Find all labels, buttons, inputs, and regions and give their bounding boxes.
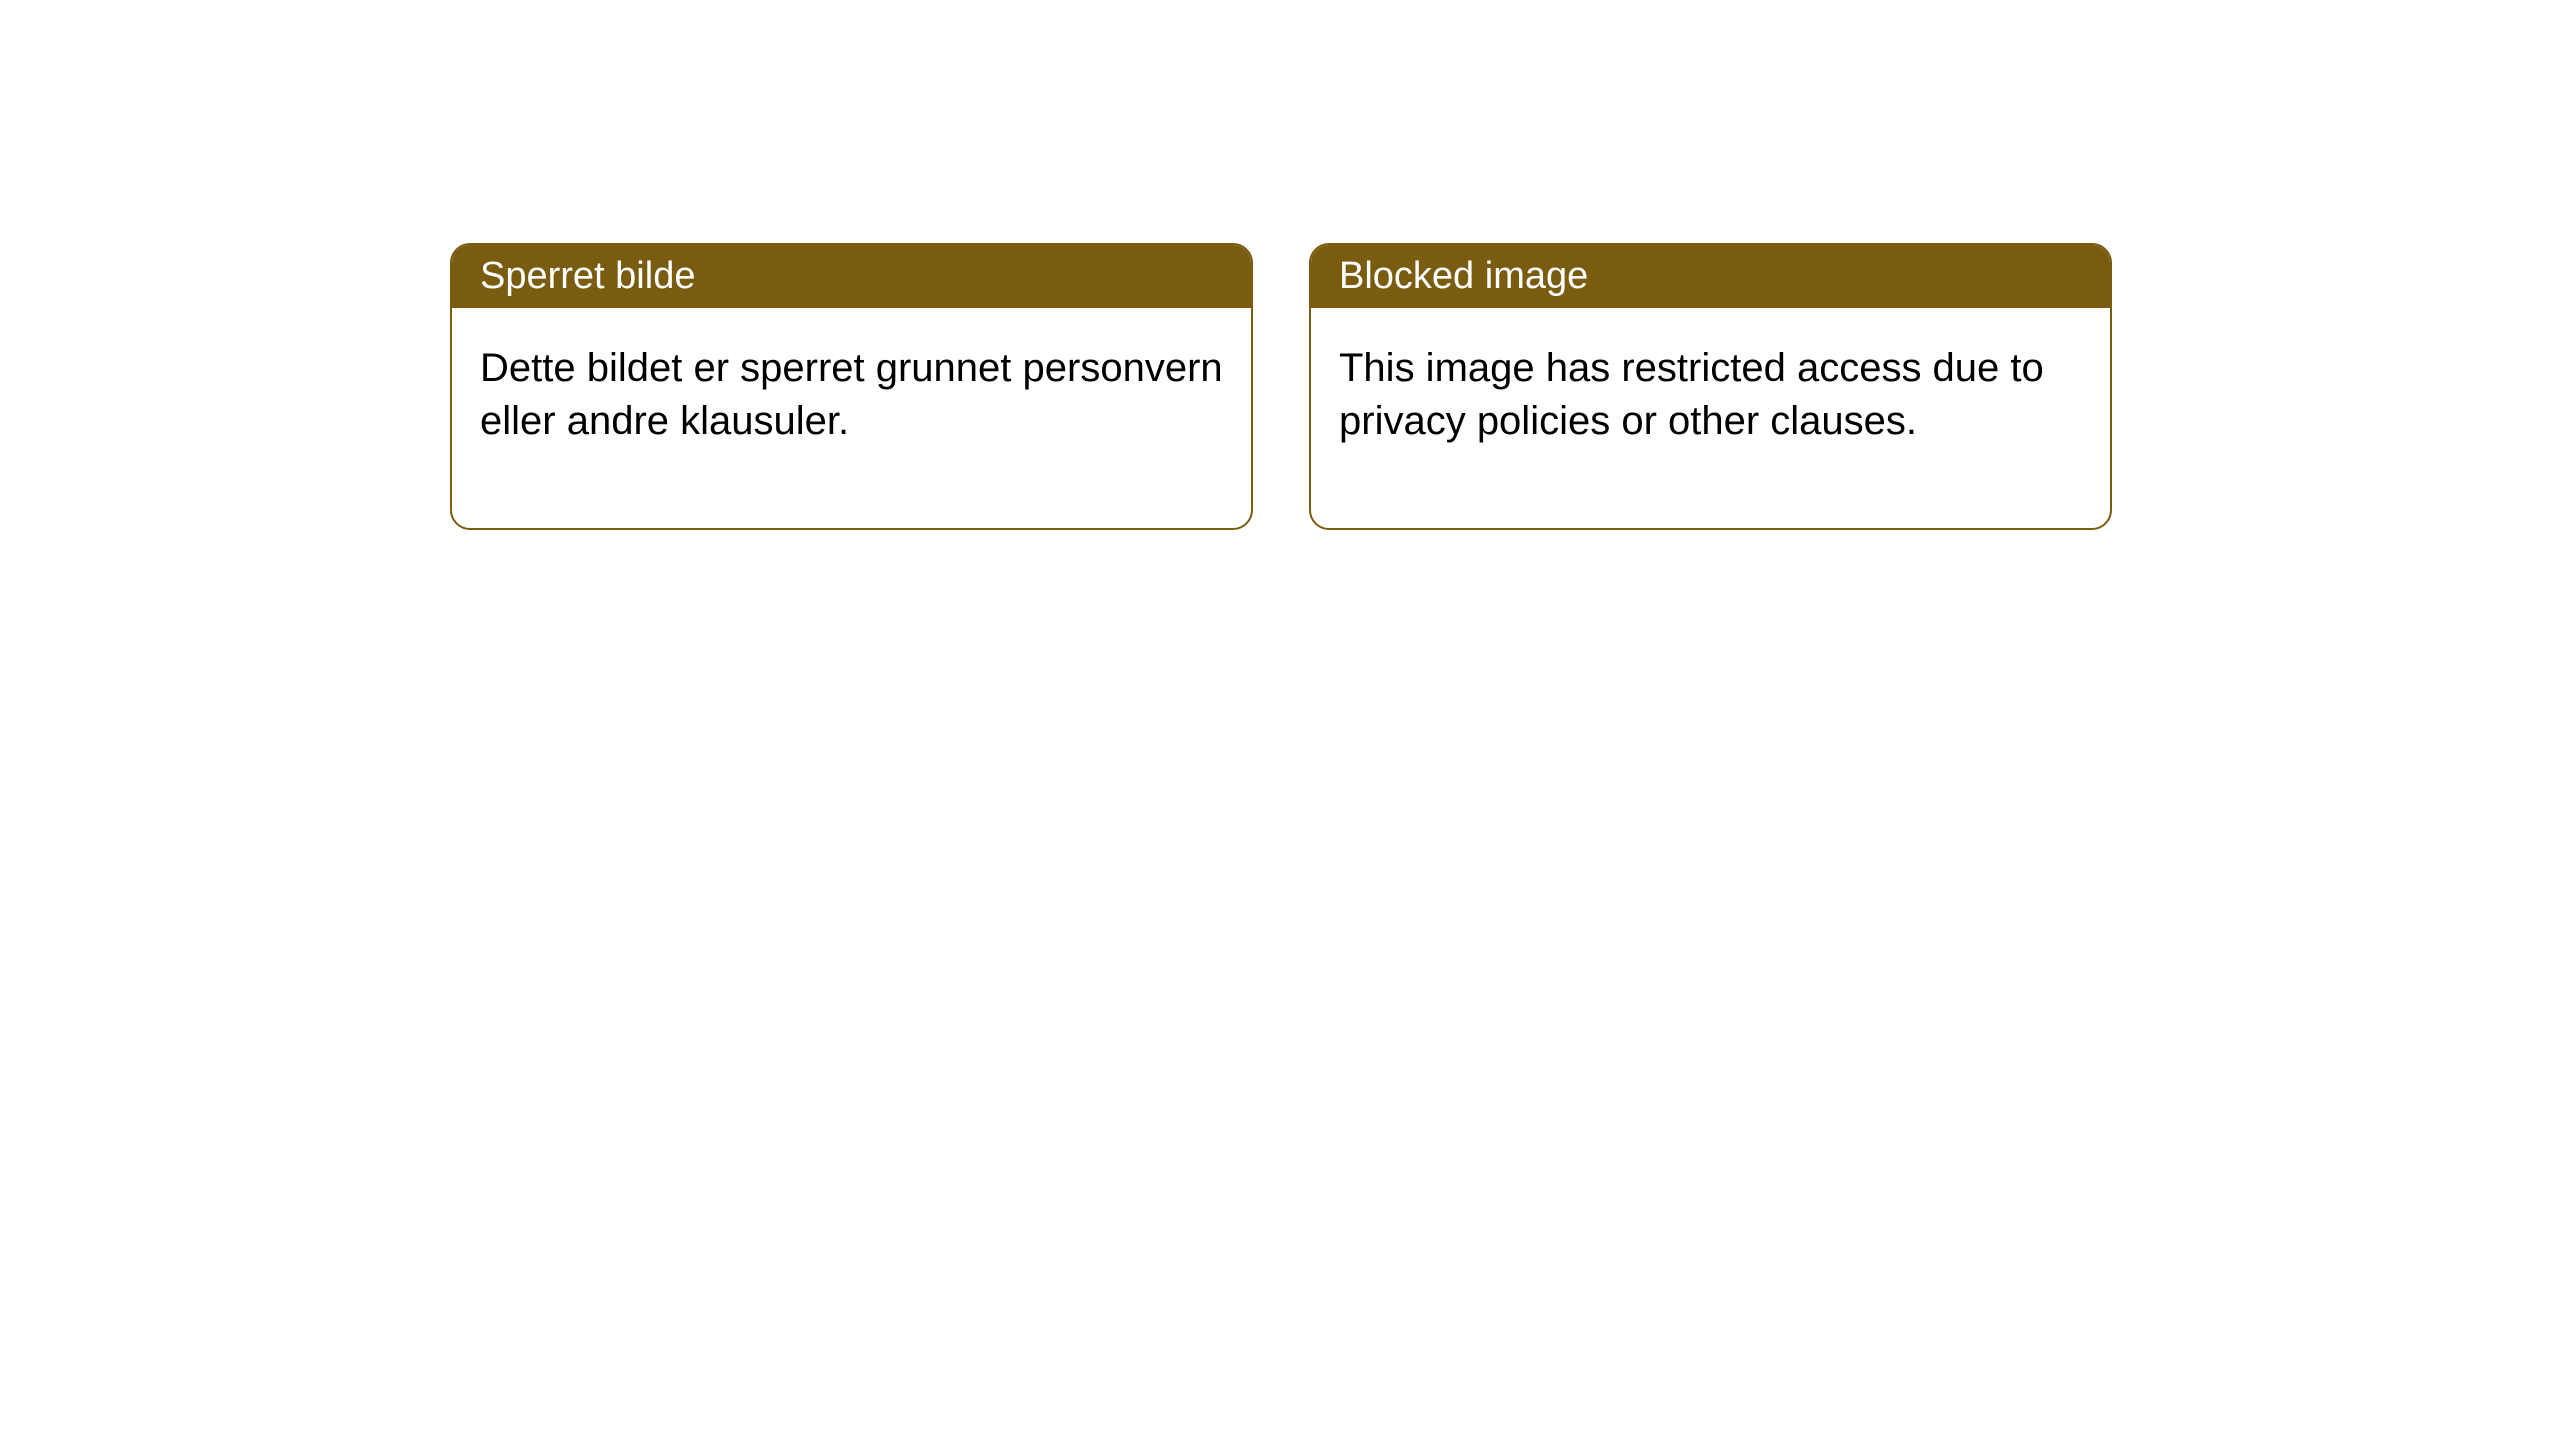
card-body: Dette bildet er sperret grunnet personve…	[452, 308, 1251, 528]
notice-cards-container: Sperret bilde Dette bildet er sperret gr…	[0, 0, 2560, 530]
card-title: Blocked image	[1339, 255, 1588, 297]
card-body: This image has restricted access due to …	[1311, 308, 2110, 528]
notice-card-english: Blocked image This image has restricted …	[1309, 243, 2112, 530]
card-title: Sperret bilde	[480, 255, 695, 297]
notice-card-norwegian: Sperret bilde Dette bildet er sperret gr…	[450, 243, 1253, 530]
card-header: Blocked image	[1311, 245, 2110, 308]
card-body-text: This image has restricted access due to …	[1339, 346, 2044, 443]
card-body-text: Dette bildet er sperret grunnet personve…	[480, 346, 1223, 443]
card-header: Sperret bilde	[452, 245, 1251, 308]
